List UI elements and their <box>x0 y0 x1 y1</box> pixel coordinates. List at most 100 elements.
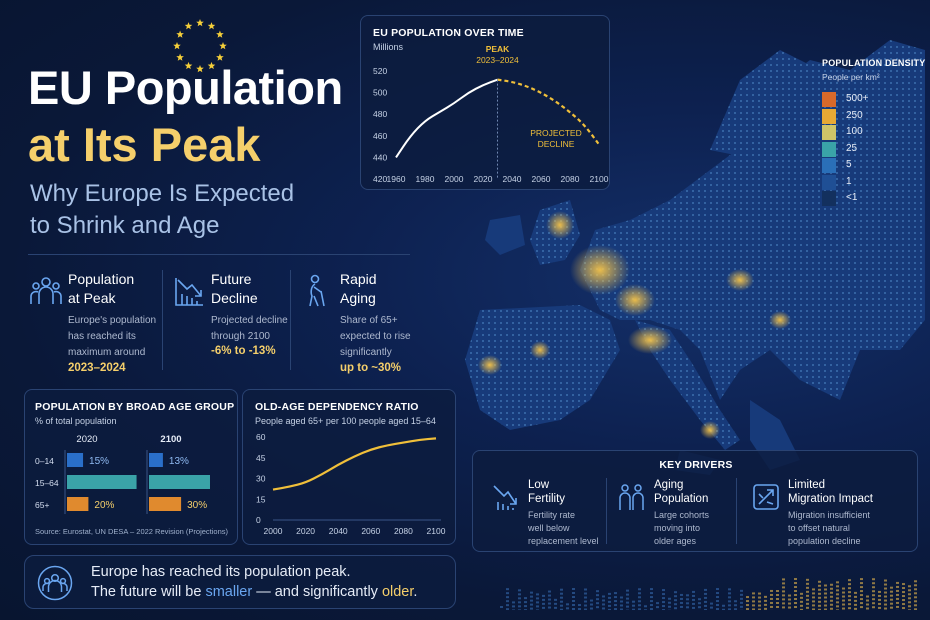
skyline-dot <box>548 606 551 609</box>
skyline-dot <box>746 608 749 610</box>
legend-swatch <box>822 92 836 107</box>
skyline-dot <box>872 602 875 605</box>
skyline-dot <box>848 579 851 582</box>
legend-label: 250 <box>846 109 863 121</box>
people-group-icon <box>30 277 62 304</box>
skyline-dot <box>758 596 761 599</box>
skyline-dot <box>674 591 677 594</box>
dependency-ratio-line <box>272 437 437 491</box>
skyline-dot <box>788 598 791 601</box>
skyline-dot <box>584 596 587 599</box>
skyline-dot <box>614 592 617 595</box>
skyline-dot <box>716 600 719 603</box>
skyline-dot <box>596 590 599 593</box>
skyline-dot <box>602 599 605 602</box>
skyline-dot <box>890 598 893 601</box>
y-tick-label: 45 <box>256 453 266 463</box>
skyline-dot <box>722 604 725 607</box>
conclusion-banner: Europe has reached its population peak. … <box>24 555 456 609</box>
skyline-dot <box>782 594 785 597</box>
x-tick-label: 2020 <box>474 174 493 184</box>
skyline-dot <box>536 601 539 604</box>
x-tick-label: 2100 <box>590 174 609 184</box>
density-hotspots <box>478 211 791 439</box>
skyline-dot <box>836 601 839 604</box>
skyline-dot <box>656 602 659 605</box>
skyline-dot <box>500 606 503 608</box>
skyline-dot <box>734 600 737 603</box>
skyline-dot <box>794 590 797 593</box>
skyline-dot <box>776 598 779 601</box>
skyline-dot <box>866 603 869 606</box>
star-shape <box>196 19 204 27</box>
skyline-dot <box>860 598 863 601</box>
skyline-dot <box>542 602 545 605</box>
skyline-dot <box>746 596 749 599</box>
legend-swatch <box>822 141 836 157</box>
skyline-dot <box>806 606 809 609</box>
skyline-dot <box>530 603 533 606</box>
skyline-dot <box>812 592 815 595</box>
star-shape <box>173 42 181 50</box>
skyline-dot <box>860 606 863 609</box>
category-label: 15–64 <box>35 478 59 488</box>
x-tick-label: 2000 <box>445 174 464 184</box>
skyline-dot <box>914 608 917 610</box>
skyline-dot <box>848 607 851 610</box>
skyline-dot <box>884 591 887 594</box>
skyline-dot <box>650 604 653 607</box>
skyline-dot <box>524 601 527 604</box>
skyline-dot <box>866 607 869 610</box>
skyline-dot <box>620 608 623 610</box>
skyline-dot <box>716 588 719 591</box>
skyline-dot <box>608 600 611 603</box>
skyline-dot <box>662 605 665 608</box>
skyline-dot <box>914 604 917 607</box>
skyline-dot <box>650 596 653 599</box>
skyline-dot <box>524 609 527 610</box>
bar-value-label: 13% <box>169 456 189 467</box>
skyline-dot <box>824 604 827 607</box>
skyline-dot <box>770 605 773 608</box>
skyline-dot <box>686 598 689 601</box>
skyline-dot <box>698 598 701 601</box>
skyline-dot <box>566 603 569 606</box>
column-divider <box>736 478 737 544</box>
skyline-dot <box>776 602 779 605</box>
skyline-dot <box>794 582 797 585</box>
skyline-dot <box>806 598 809 601</box>
skyline-dot <box>902 583 905 586</box>
projection-annotation: PROJECTED <box>530 128 581 138</box>
skyline-dot <box>686 602 689 605</box>
y-axis-label: Millions <box>373 42 404 52</box>
skyline-dot <box>752 592 755 595</box>
skyline-dot <box>680 597 683 600</box>
legend-label: 5 <box>846 159 852 170</box>
projected-series-line <box>497 78 600 146</box>
skyline-dot <box>908 585 911 588</box>
category-label: 0–14 <box>35 456 54 466</box>
skyline-dot <box>596 594 599 597</box>
skyline-dot <box>692 598 695 601</box>
skyline-dot <box>650 600 653 603</box>
skyline-dot <box>590 603 593 606</box>
bar-value-label: 20% <box>94 500 114 511</box>
skyline-dot <box>692 606 695 609</box>
skyline-dot <box>794 602 797 605</box>
skyline-dot <box>896 585 899 588</box>
skyline-dot <box>506 596 509 599</box>
skyline-dot <box>908 601 911 604</box>
driver-title: Limited Migration Impact <box>788 479 874 505</box>
skyline-dot <box>638 588 641 591</box>
skyline-dot <box>740 597 743 600</box>
skyline-dot <box>884 607 887 610</box>
y-tick-label: 60 <box>256 432 266 442</box>
skyline-dot <box>836 589 839 592</box>
skyline-dot <box>818 608 821 610</box>
skyline-dot <box>512 609 515 610</box>
skyline-dot <box>674 595 677 598</box>
skyline-dot <box>818 600 821 603</box>
skyline-dot <box>914 596 917 599</box>
skyline-dot <box>662 593 665 596</box>
skyline-dot <box>794 578 797 581</box>
